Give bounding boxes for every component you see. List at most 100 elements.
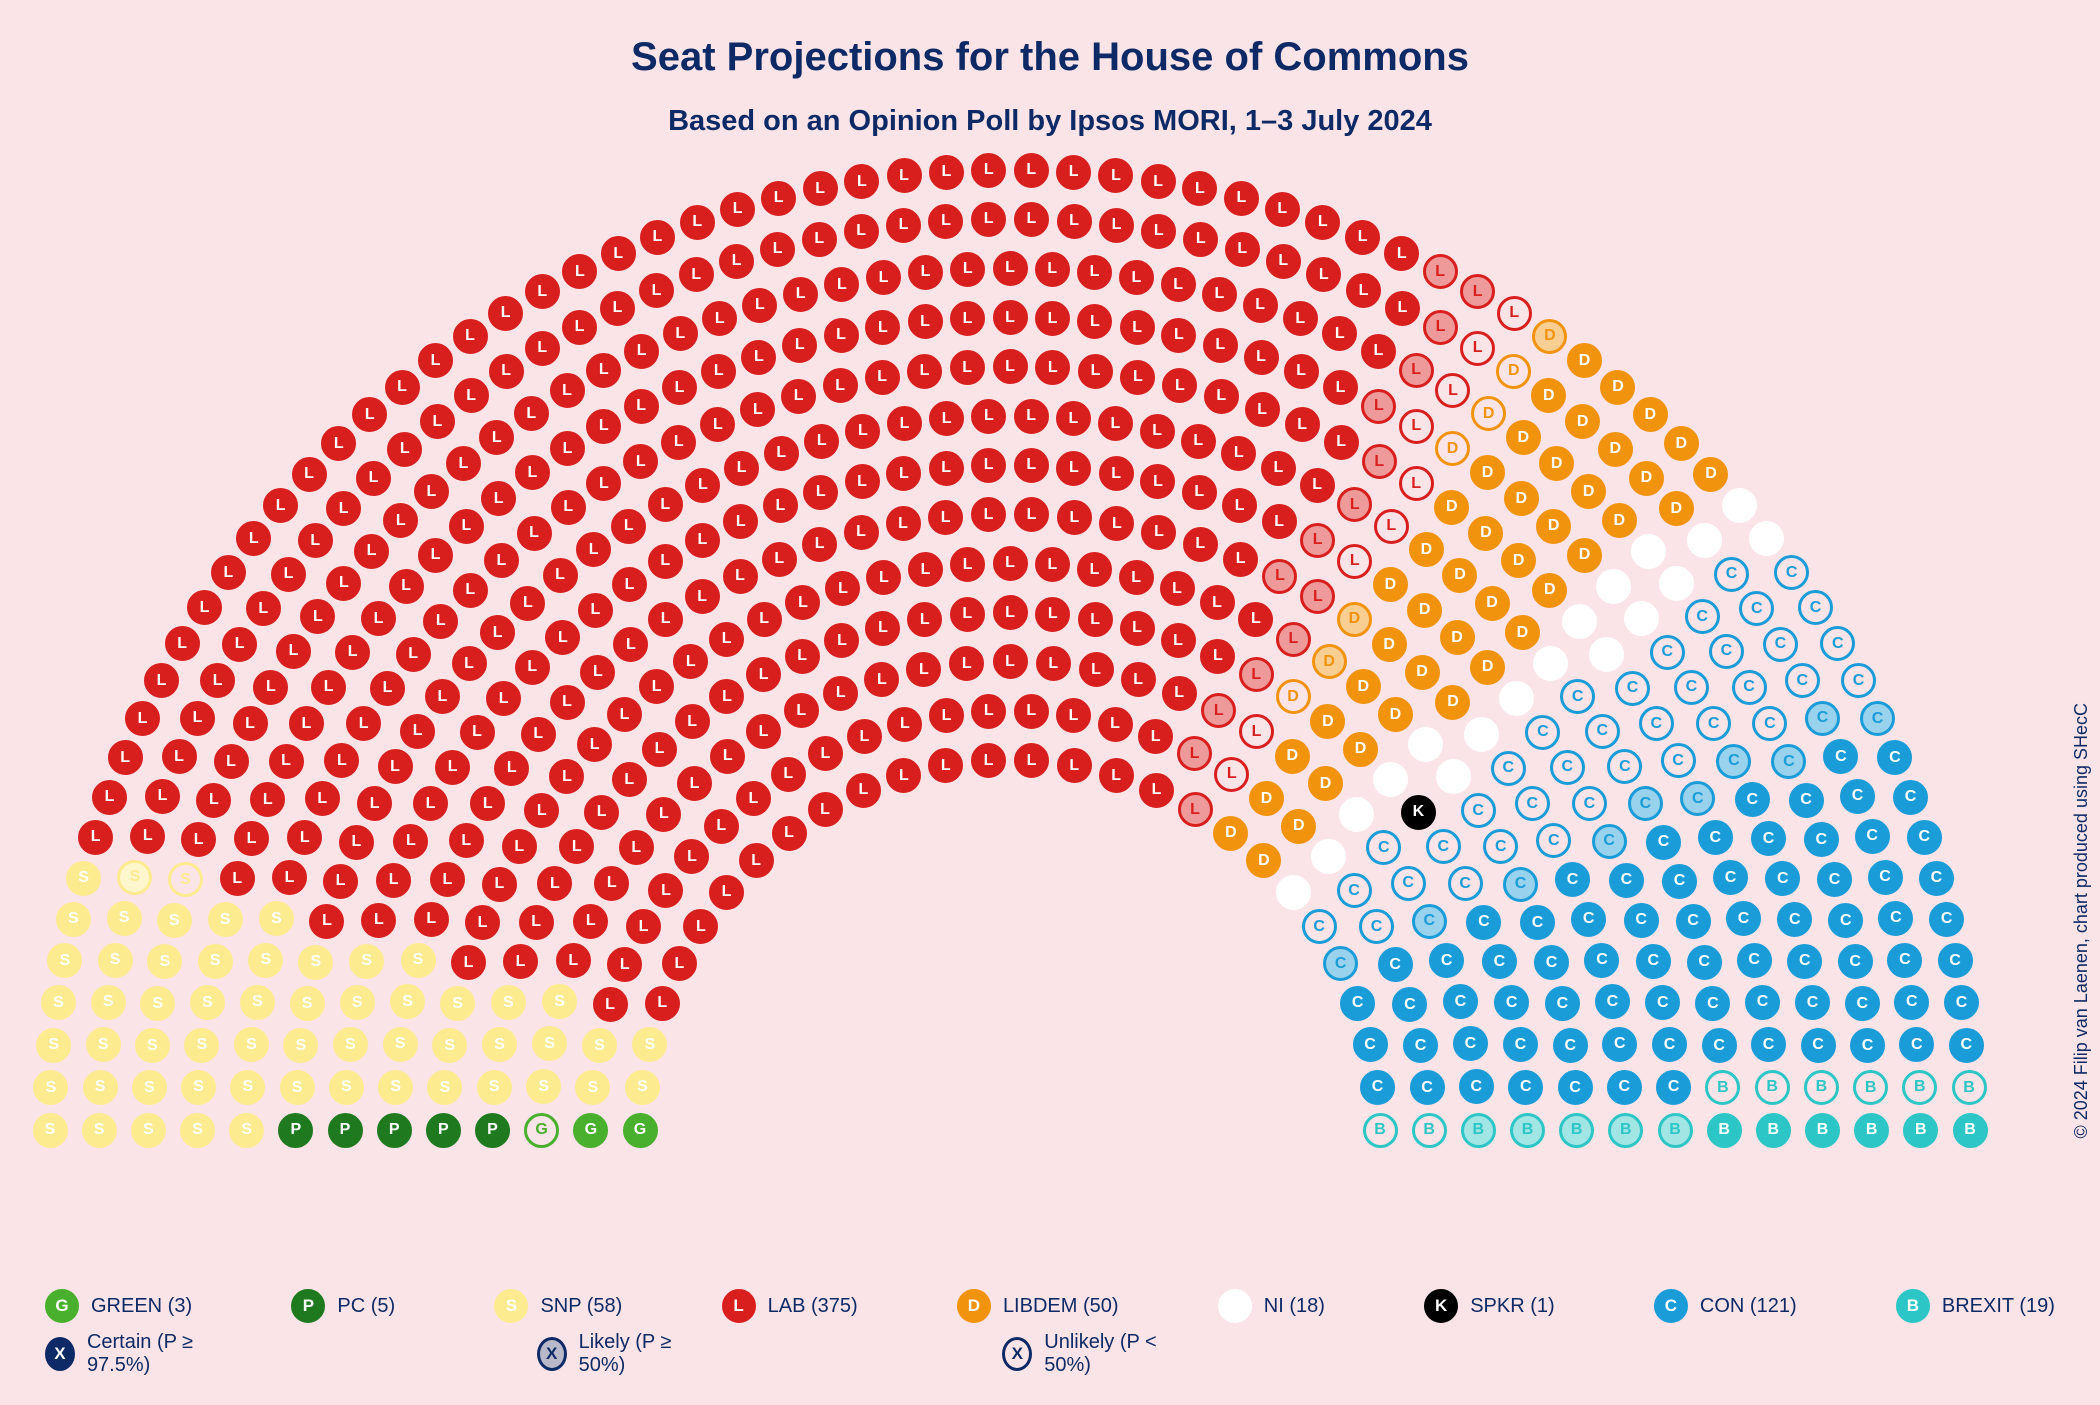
seat-con: C [1448,866,1483,901]
seat-con: C [1860,701,1895,736]
seat-libdem: D [1567,538,1602,573]
seat-con: C [1726,901,1761,936]
seat-con: C [1845,986,1880,1021]
seat-lab: L [515,650,550,685]
seat-lab: L [642,732,677,767]
seat-lab: L [747,602,782,637]
seat-lab: L [845,414,880,449]
seat-lab: L [886,506,921,541]
seat-snp: S [56,902,91,937]
seat-libdem: D [1442,558,1477,593]
seat-lab: L [414,902,449,937]
seat-ni [1722,488,1757,523]
seat-con: C [1899,1027,1934,1062]
seat-lab: L [385,370,420,405]
seat-lab: L [222,627,257,662]
seat-lab: L [1245,392,1280,427]
seat-lab: L [1120,360,1155,395]
seat-lab: L [1244,340,1279,375]
seat-lab: L [993,300,1028,335]
seat-lab: L [1056,401,1091,436]
seat-con: C [1494,985,1529,1020]
seat-lab: L [740,392,775,427]
seat-brexit: B [1510,1113,1545,1148]
seat-libdem: D [1506,420,1541,455]
seat-lab: L [760,232,795,267]
seat-con: C [1378,947,1413,982]
seat-con: C [1585,714,1620,749]
seat-snp: S [427,1070,462,1105]
seat-lab: L [1361,334,1396,369]
seat-snp: S [248,943,283,978]
seat-snp: S [390,984,425,1019]
seat-lab: L [263,488,298,523]
seat-lab: L [907,602,942,637]
seat-lab: L [1014,202,1049,237]
seat-libdem: D [1571,474,1606,509]
seat-lab: L [971,153,1006,188]
seat-lab: L [556,943,591,978]
seat-lab: L [1262,559,1297,594]
seat-lab: L [908,255,943,290]
seat-lab: L [808,736,843,771]
seat-snp: S [181,1070,216,1105]
seat-libdem: D [1440,620,1475,655]
seat-brexit: B [1608,1113,1643,1148]
legend-party-label: GREEN (3) [91,1295,192,1318]
seat-lab: L [673,644,708,679]
seat-con: C [1709,634,1744,669]
seat-lab: L [907,354,942,389]
seat-lab: L [993,644,1028,679]
seat-libdem: D [1664,426,1699,461]
seat-snp: S [280,1070,315,1105]
seat-lab: L [600,291,635,326]
seat-lab: L [971,399,1006,434]
seat-libdem: D [1471,396,1506,431]
seat-lab: L [1057,500,1092,535]
seat-lab: L [376,863,411,898]
seat-lab: L [846,773,881,808]
seat-lab: L [971,743,1006,778]
seat-snp: S [440,986,475,1021]
seat-lab: L [481,481,516,516]
seat-lab: L [710,739,745,774]
seat-lab: L [950,301,985,336]
seat-con: C [1877,740,1912,775]
seat-lab: L [724,451,759,486]
seat-lab: L [865,310,900,345]
seat-libdem: D [1275,739,1310,774]
seat-snp: S [378,1070,413,1105]
seat-lab: L [289,706,324,741]
seat-snp: S [575,1070,610,1105]
seat-lab: L [782,328,817,363]
seat-lab: L [639,273,674,308]
seat-lab: L [661,425,696,460]
seat-ni [1659,566,1694,601]
seat-libdem: D [1310,704,1345,739]
seat-brexit: B [1707,1113,1742,1148]
seat-lab: L [502,829,537,864]
seat-lab: L [950,350,985,385]
seat-lab: L [1119,560,1154,595]
seat-con: C [1687,945,1722,980]
seat-lab: L [324,743,359,778]
seat-lab: L [452,646,487,681]
seat-con: C [1789,783,1824,818]
seat-lab: L [503,944,538,979]
seat-con: C [1801,1028,1836,1063]
seat-libdem: D [1565,404,1600,439]
seat-brexit: B [1756,1113,1791,1148]
seat-lab: L [949,646,984,681]
seat-lab: L [950,597,985,632]
seat-lab: L [607,947,642,982]
seat-con: C [1798,590,1833,625]
seat-lab: L [802,222,837,257]
seat-con: C [1938,943,1973,978]
seat-lab: L [1014,743,1049,778]
seat-lab: L [771,757,806,792]
seat-lab: L [1265,192,1300,227]
seat-lab: L [537,866,572,901]
seat-lab: L [352,397,387,432]
seat-libdem: D [1372,627,1407,662]
legend-swatch-icon [1218,1289,1252,1323]
